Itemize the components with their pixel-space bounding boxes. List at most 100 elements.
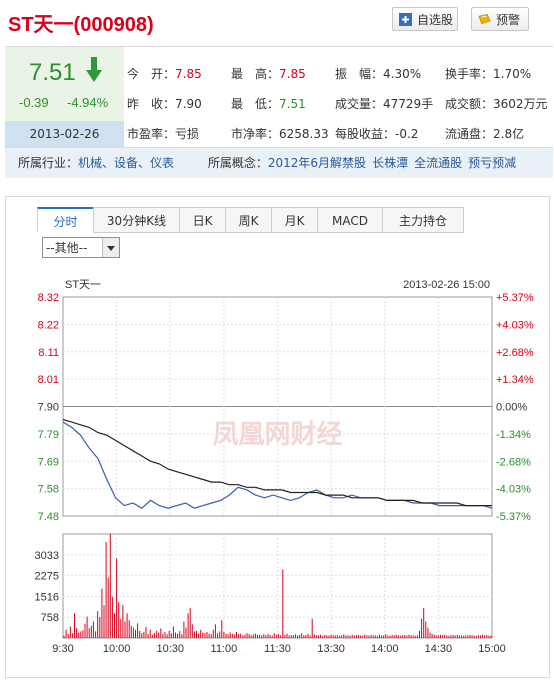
indicator-select[interactable]: --其他-- (42, 237, 120, 258)
concept-link[interactable]: 预亏预减 (468, 156, 517, 170)
pct-tick-label: -2.68% (496, 456, 531, 468)
price-tick-label: 8.32 (38, 292, 59, 304)
intraday-chart: ST天一 2013-02-26 15:00 8.32 +5.37% 8.22 +4.03%… (35, 279, 534, 655)
price-change-pct: -4.94% (67, 95, 109, 110)
volume-tick-label: 1516 (35, 591, 59, 603)
quote-field: 昨 收：7.90 (127, 95, 202, 112)
quote-field-value: 2.8亿 (493, 127, 525, 141)
time-tick-label: 10:00 (103, 643, 131, 655)
quote-field: 市净率：6258.33 (231, 125, 329, 142)
quote-field: 最 高：7.85 (231, 65, 306, 82)
price-alert-button[interactable]: 预警 (471, 7, 529, 31)
current-price: 7.51 (29, 59, 76, 86)
price-series-line (62, 418, 492, 507)
quote-field: 最 低：7.51 (231, 95, 306, 112)
quote-field: 市盈率：亏损 (127, 125, 199, 142)
watermark-text: 凤凰网财经 (212, 419, 342, 449)
tab-main-holdings[interactable]: 主力持仓 (382, 207, 464, 233)
pct-tick-label: +2.68% (496, 347, 534, 359)
price-alert-label: 预警 (496, 13, 521, 27)
volume-tick-label: 2275 (35, 571, 59, 583)
add-watchlist-button[interactable]: 自选股 (392, 7, 458, 31)
pct-tick-label: +4.03% (496, 319, 534, 331)
quote-field-value: 亏损 (175, 127, 200, 141)
quote-field-label: 最 高： (231, 67, 280, 81)
quote-field-value: 7.85 (175, 67, 202, 81)
quote-field: 每股收益：-0.2 (335, 125, 418, 142)
quote-field-label: 振 幅： (335, 67, 384, 81)
concept-link[interactable]: 全流通股 (414, 156, 463, 170)
quote-field: 今 开：7.85 (127, 65, 202, 82)
tab-monthly-k[interactable]: 月K (271, 207, 318, 233)
pct-tick-label: +5.37% (496, 292, 534, 304)
quote-field-value: -0.2 (395, 127, 419, 141)
time-tick-label: 10:30 (156, 643, 184, 655)
quote-field-value: 7.90 (175, 97, 202, 111)
price-tick-label: 7.48 (38, 511, 59, 523)
quote-field: 换手率：1.70% (445, 65, 531, 82)
quote-field-label: 最 低： (231, 97, 280, 111)
quote-field-value: 1.70% (493, 67, 532, 81)
pct-tick-label: +1.34% (496, 374, 534, 386)
quote-field: 振 幅：4.30% (335, 65, 421, 82)
price-tick-label: 7.58 (38, 484, 59, 496)
tab-30min-kline[interactable]: 30分钟K线 (93, 207, 180, 233)
industry-label: 所属行业： (18, 156, 79, 170)
pct-tick-label: -4.03% (496, 484, 531, 496)
quote-field: 成交量：47729手 (335, 95, 433, 112)
concept-link[interactable]: 长株潭 (372, 156, 409, 170)
volume-tick-label: 3033 (35, 550, 59, 562)
quote-field-label: 成交量： (335, 97, 384, 111)
quote-datetime: 2013-02-26 15:04:45 (5, 121, 124, 167)
tab-weekly-k[interactable]: 周K (225, 207, 272, 233)
concept-link[interactable]: 2012年6月解禁股 (267, 156, 367, 170)
quote-field-label: 每股收益： (335, 127, 396, 141)
quote-field-label: 市净率： (231, 127, 280, 141)
time-tick-label: 14:00 (371, 643, 399, 655)
price-tick-label: 7.69 (38, 456, 59, 468)
price-tick-label: 8.01 (38, 374, 59, 386)
pct-tick-label: -5.37% (496, 511, 531, 523)
quote-field-value: 47729手 (383, 97, 434, 111)
quote-panel: 7.51 -0.39 -4.94% 2013-02-26 15:04:45 今 … (5, 46, 553, 167)
time-tick-label: 9:30 (52, 643, 73, 655)
pct-tick-label: 0.00% (496, 402, 527, 414)
plus-icon (399, 13, 412, 26)
industry-bar: 所属行业：机械、设备、仪表 所属概念：2012年6月解禁股 长株潭 全流通股 预亏预减 (5, 148, 553, 178)
quote-field-label: 市盈率： (127, 127, 176, 141)
quote-field-value: 3602万元 (493, 97, 548, 111)
header: ST天一(000908) 自选股 预警 (0, 0, 554, 44)
industry-link[interactable]: 机械、设备、仪表 (78, 156, 175, 170)
quote-field-value: 6258.33 (279, 127, 329, 141)
tab-macd[interactable]: MACD (317, 207, 383, 233)
price-box: 7.51 -0.39 -4.94% 2013-02-26 15:04:45 (5, 47, 124, 167)
time-tick-label: 14:30 (425, 643, 453, 655)
price-tick-label: 8.22 (38, 319, 59, 331)
price-tick-label: 7.90 (38, 402, 59, 414)
tab-intraday[interactable]: 分时 (37, 207, 94, 233)
quote-field-label: 昨 收： (127, 97, 176, 111)
chart-title: ST天一 (65, 279, 101, 291)
pct-tick-label: -1.34% (496, 429, 531, 441)
time-tick-label: 11:30 (264, 643, 291, 655)
time-tick-label: 13:30 (317, 643, 345, 655)
quote-field-label: 成交额： (445, 97, 494, 111)
tab-daily-k[interactable]: 日K (179, 207, 226, 233)
add-watchlist-label: 自选股 (417, 13, 454, 27)
quote-field-label: 流通盘： (445, 127, 494, 141)
quote-field-value: 7.51 (279, 97, 306, 111)
time-tick-label: 11:00 (211, 643, 238, 655)
price-tick-label: 8.11 (38, 347, 59, 359)
quote-field: 流通盘：2.8亿 (445, 125, 524, 142)
chart-date: 2013-02-26 15:00 (403, 279, 490, 291)
quote-field-value: 4.30% (383, 67, 422, 81)
price-change: -0.39 (19, 95, 49, 110)
indicator-select-value: --其他-- (46, 241, 88, 255)
alert-icon (478, 13, 491, 25)
quote-field-value: 7.85 (279, 67, 306, 81)
quote-field-label: 今 开： (127, 67, 176, 81)
quote-field: 成交额：3602万元 (445, 95, 548, 112)
quote-field-label: 换手率： (445, 67, 494, 81)
down-arrow-icon (86, 57, 102, 82)
concept-label: 所属概念： (207, 156, 268, 170)
